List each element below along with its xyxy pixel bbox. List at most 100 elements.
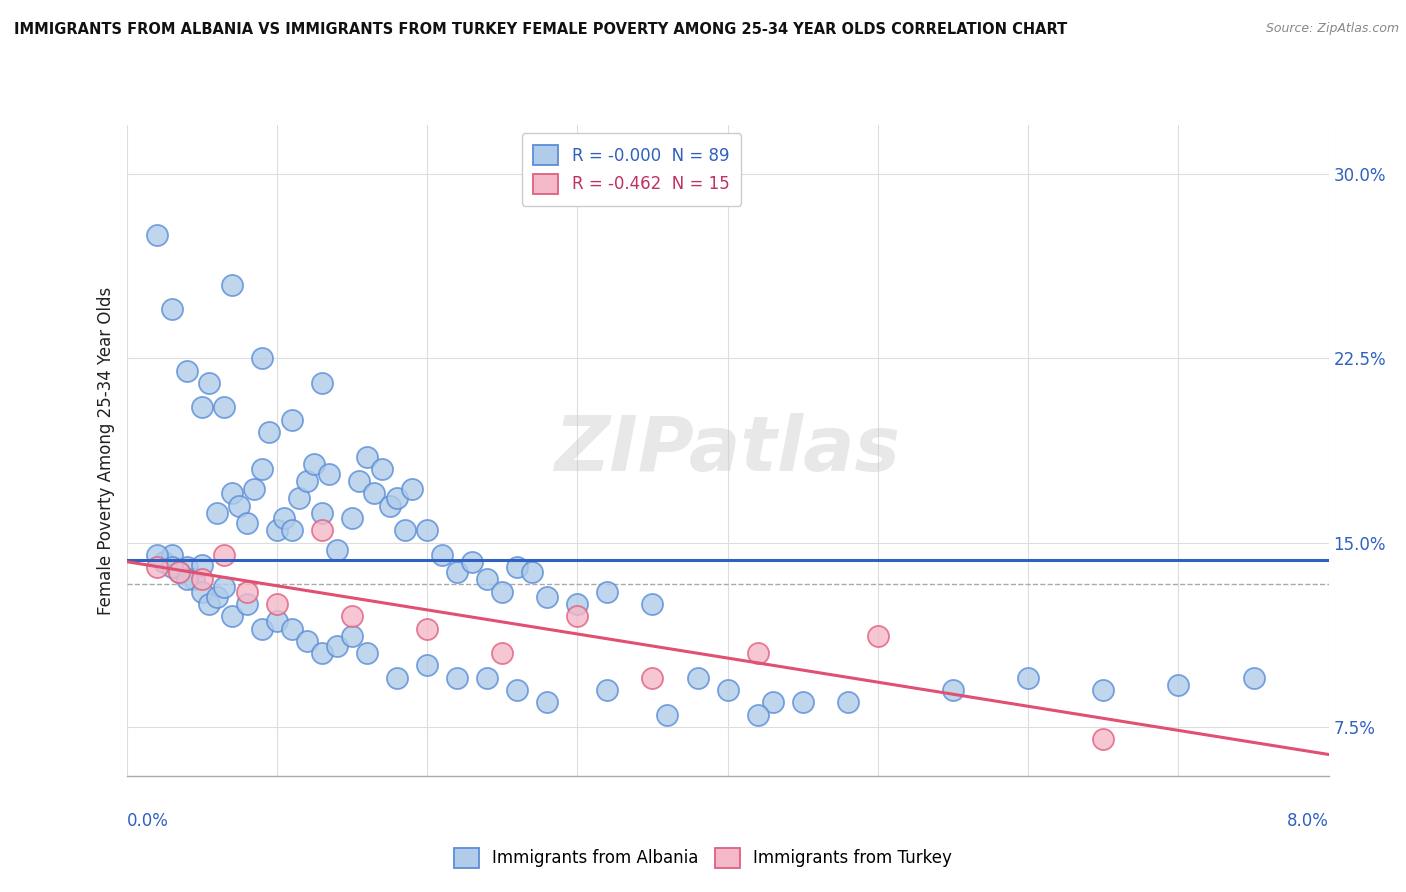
Legend: Immigrants from Albania, Immigrants from Turkey: Immigrants from Albania, Immigrants from… [447,841,959,875]
Point [250,622,273,636]
Point [837,695,859,709]
Point [198,376,221,390]
Point [250,462,273,476]
Point [221,277,243,292]
Point [281,413,304,427]
Point [311,506,333,520]
Point [536,695,558,709]
Point [304,457,326,471]
Point [430,548,453,562]
Point [596,584,619,599]
Text: IMMIGRANTS FROM ALBANIA VS IMMIGRANTS FROM TURKEY FEMALE POVERTY AMONG 25-34 YEA: IMMIGRANTS FROM ALBANIA VS IMMIGRANTS FR… [14,22,1067,37]
Point [356,450,378,464]
Point [356,646,378,660]
Point [716,683,740,698]
Point [567,609,589,624]
Point [536,590,558,604]
Text: 8.0%: 8.0% [1286,812,1329,830]
Point [145,228,167,243]
Point [475,573,498,587]
Point [183,573,205,587]
Point [416,658,439,673]
Point [1017,671,1039,685]
Point [378,499,401,513]
Point [371,462,394,476]
Point [1092,732,1115,747]
Point [295,474,318,488]
Point [446,565,468,579]
Point [190,558,212,572]
Point [273,511,295,525]
Point [762,695,785,709]
Point [295,633,318,648]
Point [340,511,363,525]
Point [235,584,259,599]
Point [394,524,416,538]
Point [385,671,408,685]
Point [235,516,259,530]
Point [145,560,167,574]
Point [167,565,190,579]
Point [212,401,235,415]
Point [311,524,333,538]
Point [506,560,529,574]
Point [288,491,311,506]
Point [160,302,183,317]
Point [416,524,439,538]
Point [326,639,349,653]
Point [281,524,304,538]
Point [641,597,664,611]
Point [461,555,484,569]
Text: 0.0%: 0.0% [127,812,169,830]
Point [491,646,513,660]
Point [340,629,363,643]
Point [641,671,664,685]
Point [250,351,273,366]
Point [942,683,965,698]
Point [205,590,228,604]
Point [311,376,333,390]
Point [446,671,468,685]
Point [266,597,288,611]
Point [326,543,349,558]
Point [145,548,167,562]
Point [176,363,198,377]
Point [243,482,266,496]
Point [311,646,333,660]
Point [212,548,235,562]
Point [176,560,198,574]
Point [281,622,304,636]
Point [340,609,363,624]
Point [506,683,529,698]
Point [792,695,814,709]
Point [212,580,235,594]
Point [190,401,212,415]
Point [190,573,212,587]
Point [567,597,589,611]
Point [657,707,679,722]
Point [266,524,288,538]
Point [416,622,439,636]
Point [747,707,769,722]
Point [318,467,340,481]
Point [596,683,619,698]
Point [228,499,250,513]
Point [153,555,176,569]
Point [259,425,281,439]
Point [686,671,709,685]
Point [235,597,259,611]
Point [363,486,385,500]
Point [491,584,513,599]
Point [1243,671,1265,685]
Point [1167,678,1189,692]
Point [401,482,423,496]
Point [747,646,769,660]
Point [475,671,498,685]
Text: ZIPatlas: ZIPatlas [554,414,901,487]
Text: Source: ZipAtlas.com: Source: ZipAtlas.com [1265,22,1399,36]
Point [160,560,183,574]
Point [266,614,288,628]
Point [866,629,889,643]
Point [205,506,228,520]
Point [349,474,371,488]
